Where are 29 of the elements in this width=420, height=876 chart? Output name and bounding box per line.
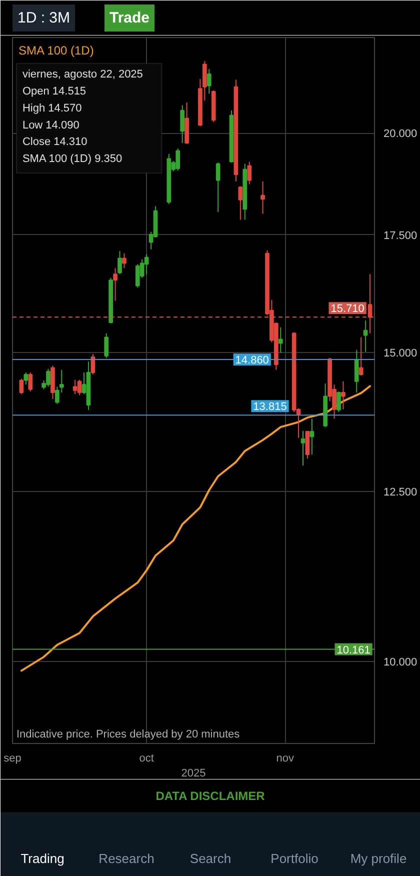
annotation: Open 14.515 <box>22 85 86 98</box>
text: Trading <box>20 851 64 866</box>
text: Trade <box>110 10 150 26</box>
annotation: SMA 100 (1D) 9.350 <box>22 153 122 166</box>
x-tick-label: sep <box>4 752 22 764</box>
ref-line-label: 13.815 <box>253 401 287 414</box>
x-tick-label: oct <box>139 752 154 764</box>
text: 1D : 3M <box>18 10 70 26</box>
text: Research <box>98 851 154 866</box>
text: DATA DISCLAIMER <box>156 789 266 803</box>
annotation: Close 14.310 <box>22 136 88 148</box>
y-tick-label: 15.000 <box>384 347 418 360</box>
x-tick-label: nov <box>276 752 294 764</box>
y-tick-label: 17.500 <box>384 230 418 242</box>
text: My profile <box>350 851 407 866</box>
ref-line-label: 10.161 <box>336 644 370 656</box>
ref-line-label: 15.710 <box>330 303 364 316</box>
y-tick-label: 20.000 <box>384 128 418 140</box>
text: Search <box>190 851 232 866</box>
annotation: High 14.570 <box>22 102 82 114</box>
y-tick-label: 10.000 <box>384 656 418 668</box>
annotation: viernes, agosto 22, 2025 <box>22 68 143 80</box>
annotation: Indicative price. Prices delayed by 20 minutes <box>16 728 240 741</box>
ref-line-label: 14.860 <box>235 354 269 367</box>
text: Portfolio <box>270 851 318 866</box>
text: SMA 100 (1D) <box>18 43 94 58</box>
x-axis-title: 2025 <box>181 768 206 780</box>
annotation: Low 14.090 <box>22 119 80 132</box>
y-tick-label: 12.500 <box>384 486 418 498</box>
